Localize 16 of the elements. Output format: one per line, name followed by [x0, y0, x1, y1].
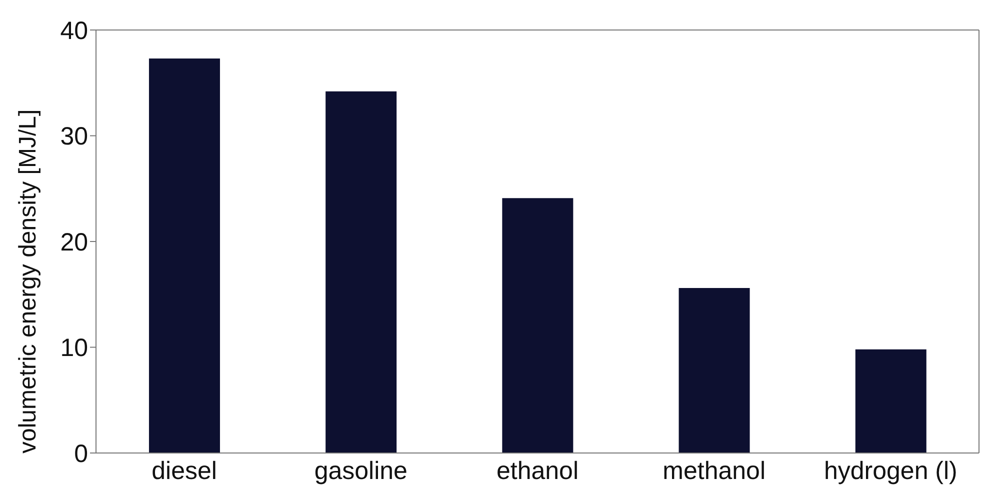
bar	[148, 58, 220, 453]
x-tick-label: methanol	[662, 456, 766, 485]
y-axis-title: volumetric energy density [MJ/L]	[14, 109, 42, 454]
x-tick-label: hydrogen (l)	[824, 456, 958, 485]
x-tick-label: ethanol	[496, 456, 579, 485]
bar	[855, 349, 926, 453]
y-tick-label: 30	[60, 122, 88, 151]
x-tick-label: diesel	[152, 456, 217, 485]
bar	[326, 91, 397, 453]
bar	[678, 288, 750, 453]
bar	[502, 198, 574, 453]
x-tick-label: gasoline	[314, 456, 408, 485]
y-tick-label: 20	[60, 228, 88, 256]
y-tick-label: 0	[74, 440, 88, 468]
y-tick-label: 40	[60, 16, 88, 45]
y-tick-label: 10	[60, 334, 88, 362]
